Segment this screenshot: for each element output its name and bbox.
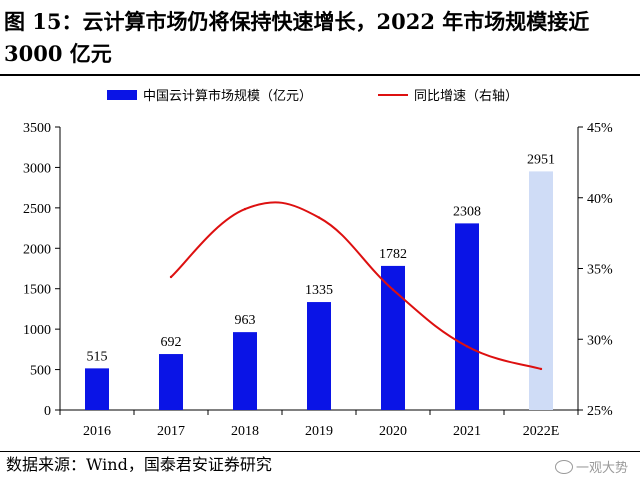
top-rule	[0, 74, 640, 76]
growth-point	[391, 288, 395, 291]
y-right-tick-label: 45%	[587, 121, 613, 136]
bar	[233, 332, 257, 410]
x-tick-label: 2019	[305, 424, 333, 439]
y-left-tick-label: 1000	[23, 323, 51, 338]
y-left-tick-label: 500	[30, 364, 51, 379]
bar-data-label: 963	[235, 313, 256, 328]
growth-point	[243, 207, 247, 211]
y-right-tick-label: 25%	[587, 404, 613, 419]
x-tick-label: 2017	[157, 424, 185, 439]
x-tick-label: 2021	[453, 424, 481, 439]
wechat-icon	[554, 459, 573, 474]
watermark-text: 一观大势	[575, 461, 628, 476]
bar	[307, 302, 331, 410]
bar	[85, 368, 109, 410]
bar	[381, 265, 405, 410]
bottom-rule	[0, 451, 640, 452]
growth-point	[539, 367, 543, 371]
bar	[529, 171, 553, 410]
bar-data-label: 515	[87, 349, 108, 364]
bar	[159, 354, 183, 410]
y-right-tick-label: 40%	[587, 192, 613, 207]
x-tick-label: 2020	[379, 424, 407, 439]
watermark: 一观大势	[554, 457, 628, 476]
growth-point	[465, 345, 469, 348]
y-left-tick-label: 0	[44, 404, 51, 419]
y-right-tick-label: 35%	[587, 263, 613, 278]
chart-title: 图 15：云计算市场仍将保持快速增长，2022 年市场规模接近 3000 亿元	[4, 9, 590, 66]
y-left-tick-label: 3000	[23, 161, 51, 176]
y-right-tick-label: 30%	[587, 333, 613, 348]
bar-data-label: 2308	[453, 204, 481, 219]
x-tick-label: 2018	[231, 424, 259, 439]
legend-label-bar: 中国云计算市场规模（亿元）	[143, 88, 312, 104]
bar-data-label: 2951	[527, 152, 555, 167]
legend-label-line: 同比增速（右轴）	[414, 89, 518, 104]
source-note: 数据来源：Wind，国泰君安证券研究	[6, 455, 272, 474]
x-tick-label: 2022E	[523, 424, 560, 439]
y-left-tick-label: 2500	[23, 202, 51, 217]
bar-data-label: 1782	[379, 247, 407, 262]
y-left-tick-label: 1500	[23, 283, 51, 298]
growth-point	[317, 216, 321, 219]
bar-data-label: 692	[161, 335, 182, 350]
growth-point	[169, 275, 173, 279]
y-left-tick-label: 3500	[23, 121, 51, 136]
legend-swatch-bar	[107, 90, 137, 100]
bar	[455, 223, 479, 410]
x-tick-label: 2016	[83, 424, 111, 439]
growth-line	[170, 201, 542, 370]
y-left-tick-label: 2000	[23, 242, 51, 257]
bar-data-label: 1335	[305, 283, 333, 298]
